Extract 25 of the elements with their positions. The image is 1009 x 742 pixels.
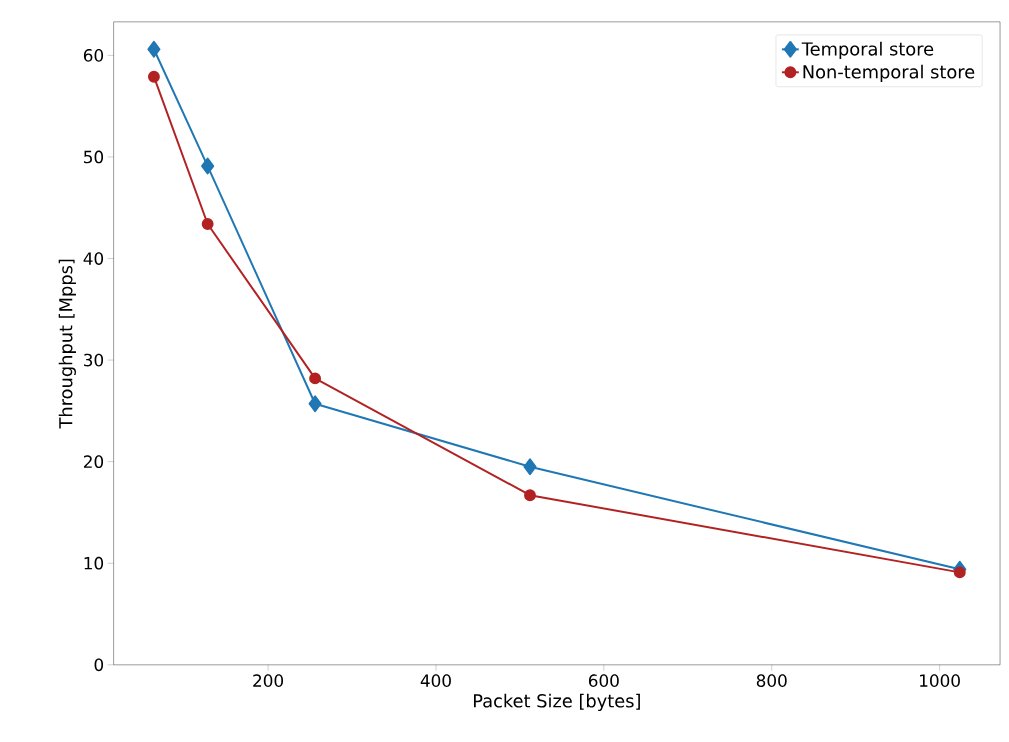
- point: [201, 217, 214, 230]
- x-tick-label: 1000: [920, 674, 960, 687]
- x-tick-label: 800: [756, 674, 787, 687]
- point: [308, 395, 322, 413]
- y-tick-label: 50: [84, 150, 104, 164]
- y-tick-label: 0: [94, 658, 104, 672]
- y-tick-label: 30: [84, 353, 104, 367]
- point: [309, 372, 322, 385]
- y-tick-label: 20: [83, 455, 104, 468]
- point: [147, 40, 161, 58]
- y-tick-label: 10: [84, 556, 104, 570]
- legend-label: Non-temporal store: [803, 64, 975, 82]
- x-tick-label: 600: [588, 674, 619, 687]
- x-axis-title: Packet Size [bytes]: [473, 693, 640, 711]
- point: [147, 70, 160, 83]
- y-tick-label: 40: [83, 251, 104, 265]
- point: [953, 566, 966, 579]
- point: [524, 489, 536, 501]
- x-tick-label: 200: [253, 674, 284, 687]
- point: [523, 458, 537, 476]
- point: [201, 157, 215, 175]
- y-tick-label: 60: [83, 48, 104, 62]
- y-axis-title: Throughput [Mpps]: [58, 259, 76, 429]
- legend-label: Temporal store: [801, 41, 934, 59]
- x-tick-label: 400: [420, 674, 451, 687]
